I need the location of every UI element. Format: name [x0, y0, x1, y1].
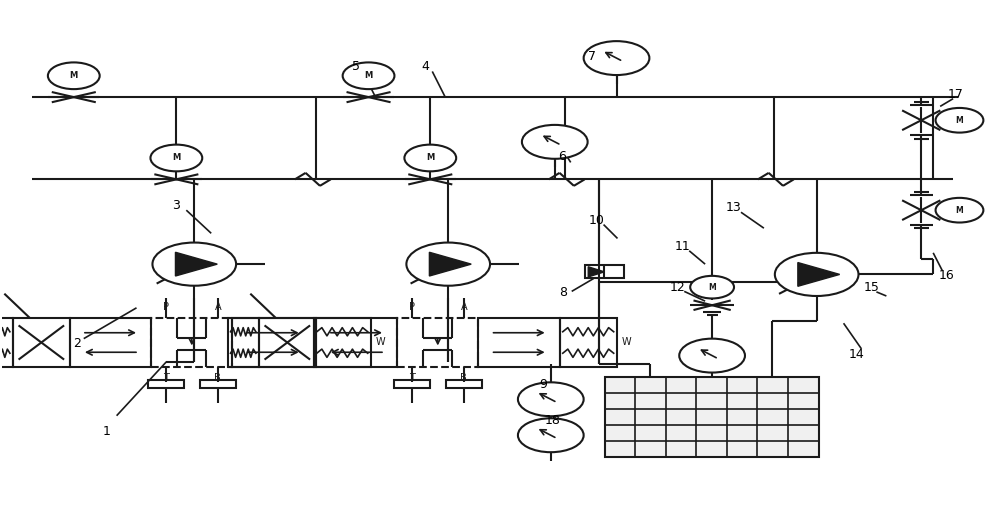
Circle shape [522, 125, 588, 159]
Text: B: B [460, 373, 467, 383]
Text: 15: 15 [864, 281, 879, 294]
Bar [314, 318, 371, 367]
Text: 8: 8 [559, 286, 567, 299]
Circle shape [936, 108, 983, 133]
Text: T: T [163, 373, 169, 383]
Text: 10: 10 [589, 214, 605, 227]
Text: 18: 18 [545, 414, 561, 427]
Text: 6: 6 [558, 150, 566, 163]
Text: A: A [215, 302, 221, 312]
Text: 14: 14 [849, 348, 864, 361]
Text: T: T [409, 373, 415, 383]
Circle shape [518, 419, 584, 452]
Circle shape [48, 62, 100, 89]
Text: 3: 3 [172, 198, 180, 211]
Text: 7: 7 [588, 50, 596, 63]
Text: 5: 5 [352, 60, 360, 73]
Text: M: M [172, 153, 180, 163]
Text: 16: 16 [938, 269, 954, 282]
Text: 4: 4 [421, 60, 429, 73]
Polygon shape [175, 252, 217, 276]
Text: P: P [409, 302, 415, 312]
Text: B: B [214, 373, 221, 383]
Text: 1: 1 [103, 425, 111, 438]
Text: M: M [956, 116, 963, 125]
Circle shape [690, 276, 734, 298]
Bar [13, 318, 70, 367]
Bar [259, 318, 316, 367]
Polygon shape [429, 252, 471, 276]
Text: M: M [364, 71, 373, 80]
Bar [0, 318, 13, 367]
Circle shape [679, 339, 745, 372]
Bar [394, 380, 430, 388]
Polygon shape [798, 263, 840, 286]
Text: W: W [622, 338, 631, 348]
Bar [316, 318, 397, 367]
Text: 12: 12 [669, 281, 685, 294]
Text: M: M [70, 71, 78, 80]
Bar [148, 380, 184, 388]
Bar [605, 377, 819, 457]
Bar [70, 318, 151, 367]
Bar [151, 318, 232, 367]
Bar [560, 318, 617, 367]
Circle shape [406, 242, 490, 286]
Circle shape [150, 145, 202, 171]
Circle shape [936, 198, 983, 223]
Text: 17: 17 [948, 88, 964, 101]
Text: M: M [708, 283, 716, 292]
Polygon shape [588, 267, 604, 277]
Bar [446, 380, 482, 388]
Bar [228, 318, 259, 367]
Bar [585, 265, 624, 278]
Circle shape [775, 253, 858, 296]
Text: A: A [460, 302, 467, 312]
Bar [397, 318, 478, 367]
Text: 11: 11 [674, 240, 690, 253]
Bar [232, 318, 314, 367]
Circle shape [343, 62, 394, 89]
Circle shape [152, 242, 236, 286]
Text: W: W [376, 338, 385, 348]
Circle shape [404, 145, 456, 171]
Bar [478, 318, 560, 367]
Bar [200, 380, 236, 388]
Text: 13: 13 [726, 201, 742, 214]
Text: 9: 9 [539, 378, 547, 392]
Text: M: M [426, 153, 434, 163]
Circle shape [584, 41, 649, 75]
Circle shape [518, 382, 584, 416]
Text: M: M [956, 206, 963, 214]
Text: 2: 2 [73, 337, 81, 350]
Text: P: P [163, 302, 169, 312]
